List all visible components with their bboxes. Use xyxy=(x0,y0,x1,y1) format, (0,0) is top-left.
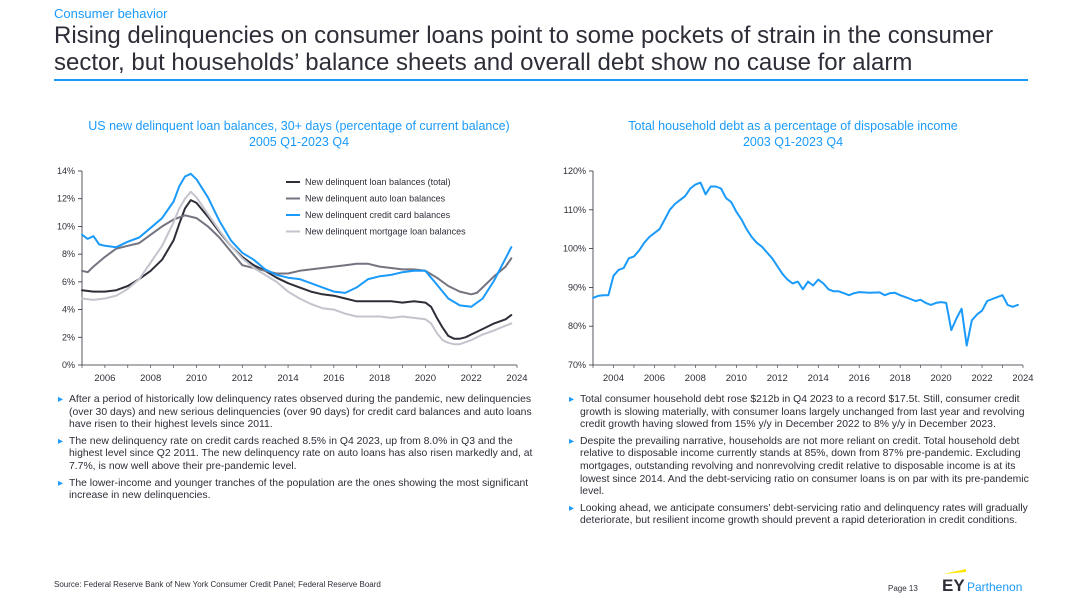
x-tick-label: 2022 xyxy=(461,373,482,384)
page-title: Rising delinquencies on consumer loans p… xyxy=(54,22,994,76)
y-tick-label: 6% xyxy=(62,277,75,287)
delinquency-line-chart: 0% 2% 4% 6% 8% 10% 12% 14% 2006 2008 2010 2012 2014 2… xyxy=(57,166,528,384)
ey-parthenon-logo: EY Parthenon xyxy=(942,569,1022,595)
right-chart-title: Total household debt as a percentage of … xyxy=(548,118,1038,150)
x-tick-label: 2022 xyxy=(971,373,992,384)
y-tick-label: 110% xyxy=(564,205,586,215)
y-tick-label: 70% xyxy=(568,360,586,370)
logo-beam-shape xyxy=(943,569,966,574)
right-chart-title-text: Total household debt as a percentage of … xyxy=(628,119,958,133)
x-tick-label: 2008 xyxy=(140,373,161,384)
x-tick-label: 2006 xyxy=(644,373,665,384)
x-tick-label: 2024 xyxy=(1012,373,1033,384)
x-tick-label: 2018 xyxy=(890,373,911,384)
logo-ey-text: EY xyxy=(942,576,965,595)
legend-label: New delinquent auto loan balances xyxy=(305,194,446,204)
x-tick-label: 2018 xyxy=(369,373,390,384)
right-bullet: Despite the prevailing narrative, househ… xyxy=(569,436,1031,499)
x-tick-label: 2016 xyxy=(323,373,344,384)
legend-label: New delinquent credit card balances xyxy=(305,210,451,220)
section-kicker: Consumer behavior xyxy=(54,6,168,21)
series-line xyxy=(81,172,513,308)
y-tick-label: 12% xyxy=(57,194,75,204)
left-bullet: The new delinquency rate on credit cards… xyxy=(58,436,536,474)
right-bullet: Looking ahead, we anticipate consumers’ … xyxy=(569,503,1031,528)
household-debt-line-chart: 70% 80% 90% 100% 110% 120% 2004 2006 2008 2010 201… xyxy=(563,166,1034,384)
x-tick-label: 2012 xyxy=(232,373,253,384)
left-chart-title: US new delinquent loan balances, 30+ day… xyxy=(54,118,544,150)
series-line xyxy=(81,199,513,340)
right-chart-subtitle: 2003 Q1-2023 Q4 xyxy=(742,135,844,149)
left-chart-subtitle: 2005 Q1-2023 Q4 xyxy=(248,135,350,149)
y-tick-label: 80% xyxy=(568,321,586,331)
x-tick-label: 2006 xyxy=(94,373,115,384)
y-tick-label: 8% xyxy=(62,249,75,259)
logo-parthenon-text: Parthenon xyxy=(967,580,1022,594)
y-tick-label: 0% xyxy=(62,360,75,370)
source-note: Source: Federal Reserve Bank of New York… xyxy=(54,580,381,589)
y-tick-label: 14% xyxy=(57,166,75,176)
x-tick-label: 2014 xyxy=(808,373,829,384)
left-bullet: The lower-income and younger tranches of… xyxy=(58,478,536,503)
left-bullet: After a period of historically low delin… xyxy=(58,394,536,432)
x-tick-label: 2024 xyxy=(506,373,527,384)
right-bullet-list: Total consumer household debt rose $212b… xyxy=(569,394,1031,532)
x-tick-label: 2016 xyxy=(849,373,870,384)
y-tick-label: 4% xyxy=(62,305,75,315)
y-tick-label: 10% xyxy=(57,221,75,231)
series-line xyxy=(592,181,1019,347)
x-tick-label: 2012 xyxy=(767,373,788,384)
x-tick-label: 2020 xyxy=(415,373,436,384)
x-tick-label: 2008 xyxy=(685,373,706,384)
x-tick-label: 2014 xyxy=(277,373,298,384)
right-bullet: Total consumer household debt rose $212b… xyxy=(569,394,1031,432)
series-line xyxy=(81,214,513,296)
page-number: Page 13 xyxy=(888,584,918,593)
x-tick-label: 2010 xyxy=(186,373,207,384)
left-bullet-list: After a period of historically low delin… xyxy=(58,394,536,507)
y-tick-label: 120% xyxy=(563,166,586,176)
y-tick-label: 100% xyxy=(563,244,586,254)
x-tick-label: 2010 xyxy=(726,373,747,384)
title-divider xyxy=(54,79,1028,81)
legend-label: New delinquent mortgage loan balances xyxy=(305,227,466,237)
legend-label: New delinquent loan balances (total) xyxy=(305,177,451,187)
x-tick-label: 2004 xyxy=(603,373,624,384)
x-tick-label: 2020 xyxy=(931,373,952,384)
left-chart-title-text: US new delinquent loan balances, 30+ day… xyxy=(88,119,510,133)
y-tick-label: 2% xyxy=(62,332,75,342)
series-line xyxy=(81,190,513,346)
y-tick-label: 90% xyxy=(568,282,586,292)
